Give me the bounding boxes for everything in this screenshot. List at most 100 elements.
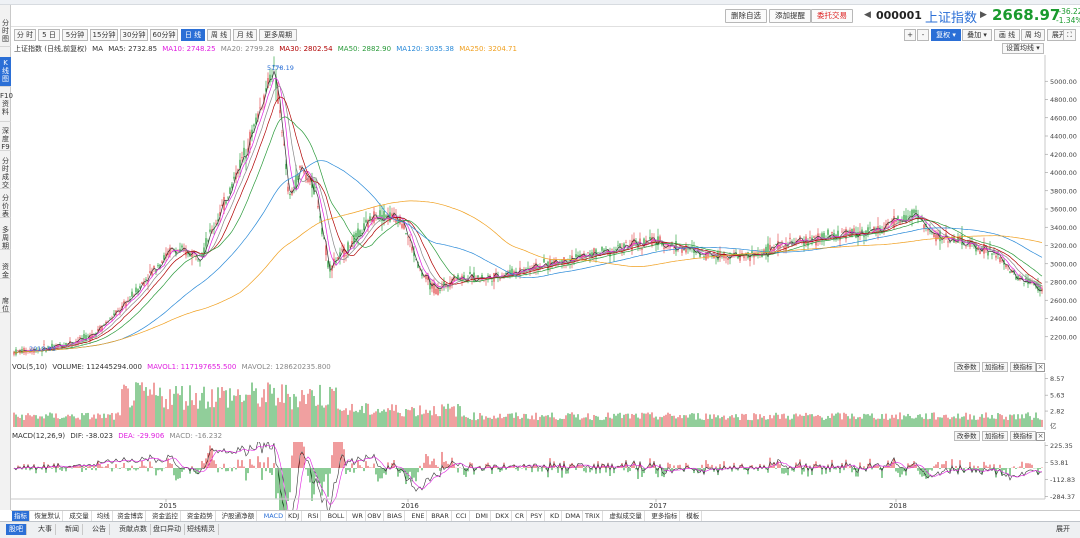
indicator-tab[interactable]: BOLL <box>326 511 348 521</box>
ma-settings-button[interactable]: 设置均线 ▾ <box>1002 43 1044 54</box>
volume-add-indicator-button[interactable]: 加指标 <box>982 362 1008 372</box>
indicator-tab[interactable]: BRAR <box>429 511 452 521</box>
macd-add-indicator-button[interactable]: 加指标 <box>982 431 1008 441</box>
macd-bar <box>173 468 175 476</box>
week-average-button[interactable]: 周 均 <box>1021 29 1045 41</box>
indicator-tab[interactable]: KDJ <box>286 511 303 521</box>
indicator-tab[interactable]: TRIX <box>583 511 603 521</box>
indicator-tab[interactable]: CR <box>513 511 528 521</box>
nav-item-f9[interactable]: 深度F9 <box>0 127 11 151</box>
period-tab-60min[interactable]: 60分钟 <box>150 29 178 41</box>
period-tab-weekly[interactable]: 周 线 <box>207 29 231 41</box>
indicator-tab[interactable]: 更多指标 <box>649 511 681 521</box>
indicator-tab[interactable]: KD <box>548 511 563 521</box>
volume-bar <box>861 418 863 427</box>
indicator-tab[interactable]: RSI <box>306 511 322 521</box>
volume-bar <box>1035 412 1037 427</box>
period-tab-5min[interactable]: 5分钟 <box>62 29 88 41</box>
indicator-tab[interactable]: DMI <box>473 511 491 521</box>
indicator-tab[interactable]: PSY <box>528 511 546 521</box>
add-alert-button[interactable]: 添加提醒 <box>769 9 811 23</box>
period-tab-more[interactable]: 更多周期 <box>259 29 297 41</box>
fullscreen-icon[interactable]: ⛶ <box>1063 29 1076 41</box>
volume-bar <box>565 415 567 427</box>
indicator-tab[interactable]: 指标 <box>12 511 30 521</box>
nav-item-price-table[interactable]: 分价表 <box>0 194 11 218</box>
volume-chart[interactable]: 8.57 5.63 2.82 亿 <box>11 373 1080 430</box>
macd-close-icon[interactable]: × <box>1036 432 1045 441</box>
nav-item-kline[interactable]: K线图 <box>0 57 11 87</box>
indicator-tab[interactable]: 模板 <box>684 511 703 521</box>
indicator-tab[interactable]: 成交量 <box>67 511 92 521</box>
price-chart[interactable]: 5000.00 4800.00 4600.00 4400.00 4200.00 4000.… <box>11 55 1080 360</box>
indicator-tab[interactable]: 虚拟成交量 <box>607 511 645 521</box>
bottom-tab-news[interactable]: 新闻 <box>62 524 83 535</box>
nav-item-f10[interactable]: F10资料 <box>0 90 13 122</box>
volume-bar <box>267 382 269 427</box>
indicator-tab[interactable]: CCI <box>454 511 470 521</box>
bottom-tab-events[interactable]: 大事 <box>35 524 56 535</box>
indicator-tab[interactable]: BIAS <box>385 511 405 521</box>
candle-body <box>425 274 427 280</box>
nav-item-seats[interactable]: 席位 <box>0 297 11 313</box>
volume-bar <box>949 419 951 427</box>
bottom-tab-short-term[interactable]: 短线精灵 <box>184 524 219 535</box>
indicator-tab[interactable]: 均线 <box>95 511 113 521</box>
bottom-tab-forum[interactable]: 股吧 <box>6 524 27 535</box>
indicator-tab[interactable]: 资金趋势 <box>185 511 216 521</box>
indicator-tab[interactable]: 沪股通净额 <box>220 511 258 521</box>
macd-bar <box>713 468 715 472</box>
bottom-tab-contribution[interactable]: 贡献点数 <box>116 524 151 535</box>
volume-bar <box>857 417 859 427</box>
bottom-tab-announcements[interactable]: 公告 <box>89 524 110 535</box>
nav-item-multi-period[interactable]: 多周期 <box>0 226 11 250</box>
volume-bar <box>303 394 305 427</box>
macd-change-params-button[interactable]: 改参数 <box>954 431 980 441</box>
indicator-tab[interactable]: ENE <box>409 511 428 521</box>
overlay-dropdown[interactable]: 叠加 ▾ <box>962 29 992 41</box>
macd-bar <box>315 468 317 477</box>
zoom-out-button[interactable]: - <box>917 29 929 41</box>
nav-item-ticks[interactable]: 分时成交 <box>0 157 11 189</box>
macd-bar <box>313 468 315 495</box>
volume-change-params-button[interactable]: 改参数 <box>954 362 980 372</box>
prev-stock-icon[interactable]: ◀ <box>864 10 871 20</box>
trade-button[interactable]: 委托交易 <box>811 9 853 23</box>
indicator-tab[interactable]: DKX <box>493 511 512 521</box>
macd-bar <box>81 468 83 472</box>
bottom-expand-button[interactable]: 展开 <box>1056 525 1070 533</box>
indicator-tab[interactable]: 资金博弈 <box>115 511 147 521</box>
bottom-tab-movements[interactable]: 盘口异动 <box>150 524 185 535</box>
period-tab-monthly[interactable]: 月 线 <box>233 29 257 41</box>
draw-line-button[interactable]: 画 线 <box>994 29 1020 41</box>
volume-bar <box>119 415 121 427</box>
period-tab-timeshare[interactable]: 分 时 <box>14 29 36 41</box>
macd-bar <box>895 468 897 472</box>
period-tab-5day[interactable]: 5 日 <box>38 29 60 41</box>
zoom-in-button[interactable]: + <box>904 29 916 41</box>
indicator-tab[interactable]: DMA <box>563 511 584 521</box>
volume-switch-indicator-button[interactable]: 换指标 <box>1010 362 1036 372</box>
period-tab-daily[interactable]: 日 线 <box>181 29 205 41</box>
candle-body <box>197 259 199 261</box>
next-stock-icon[interactable]: ▶ <box>980 10 987 20</box>
period-tab-30min[interactable]: 30分钟 <box>120 29 148 41</box>
nav-item-timeshare[interactable]: 分时图 <box>0 17 11 47</box>
indicator-tab[interactable]: WR <box>350 511 366 521</box>
volume-bar <box>725 419 727 427</box>
nav-item-funds[interactable]: 资金 <box>0 263 11 279</box>
indicator-tab[interactable]: 恢复默认 <box>32 511 64 521</box>
volume-close-icon[interactable]: × <box>1036 363 1045 372</box>
indicator-tab[interactable]: 资金监控 <box>150 511 181 521</box>
macd-bar <box>481 468 483 471</box>
indicator-tab[interactable]: OBV <box>365 511 385 521</box>
adjust-dropdown[interactable]: 复权 ▾ <box>931 29 961 41</box>
macd-bar <box>129 468 131 471</box>
period-tab-15min[interactable]: 15分钟 <box>90 29 118 41</box>
macd-switch-indicator-button[interactable]: 换指标 <box>1010 431 1036 441</box>
macd-bar <box>361 467 363 468</box>
indicator-tab[interactable]: MACD <box>262 511 287 521</box>
remove-watchlist-button[interactable]: 删除自选 <box>725 9 767 23</box>
volume-bar <box>715 417 717 427</box>
